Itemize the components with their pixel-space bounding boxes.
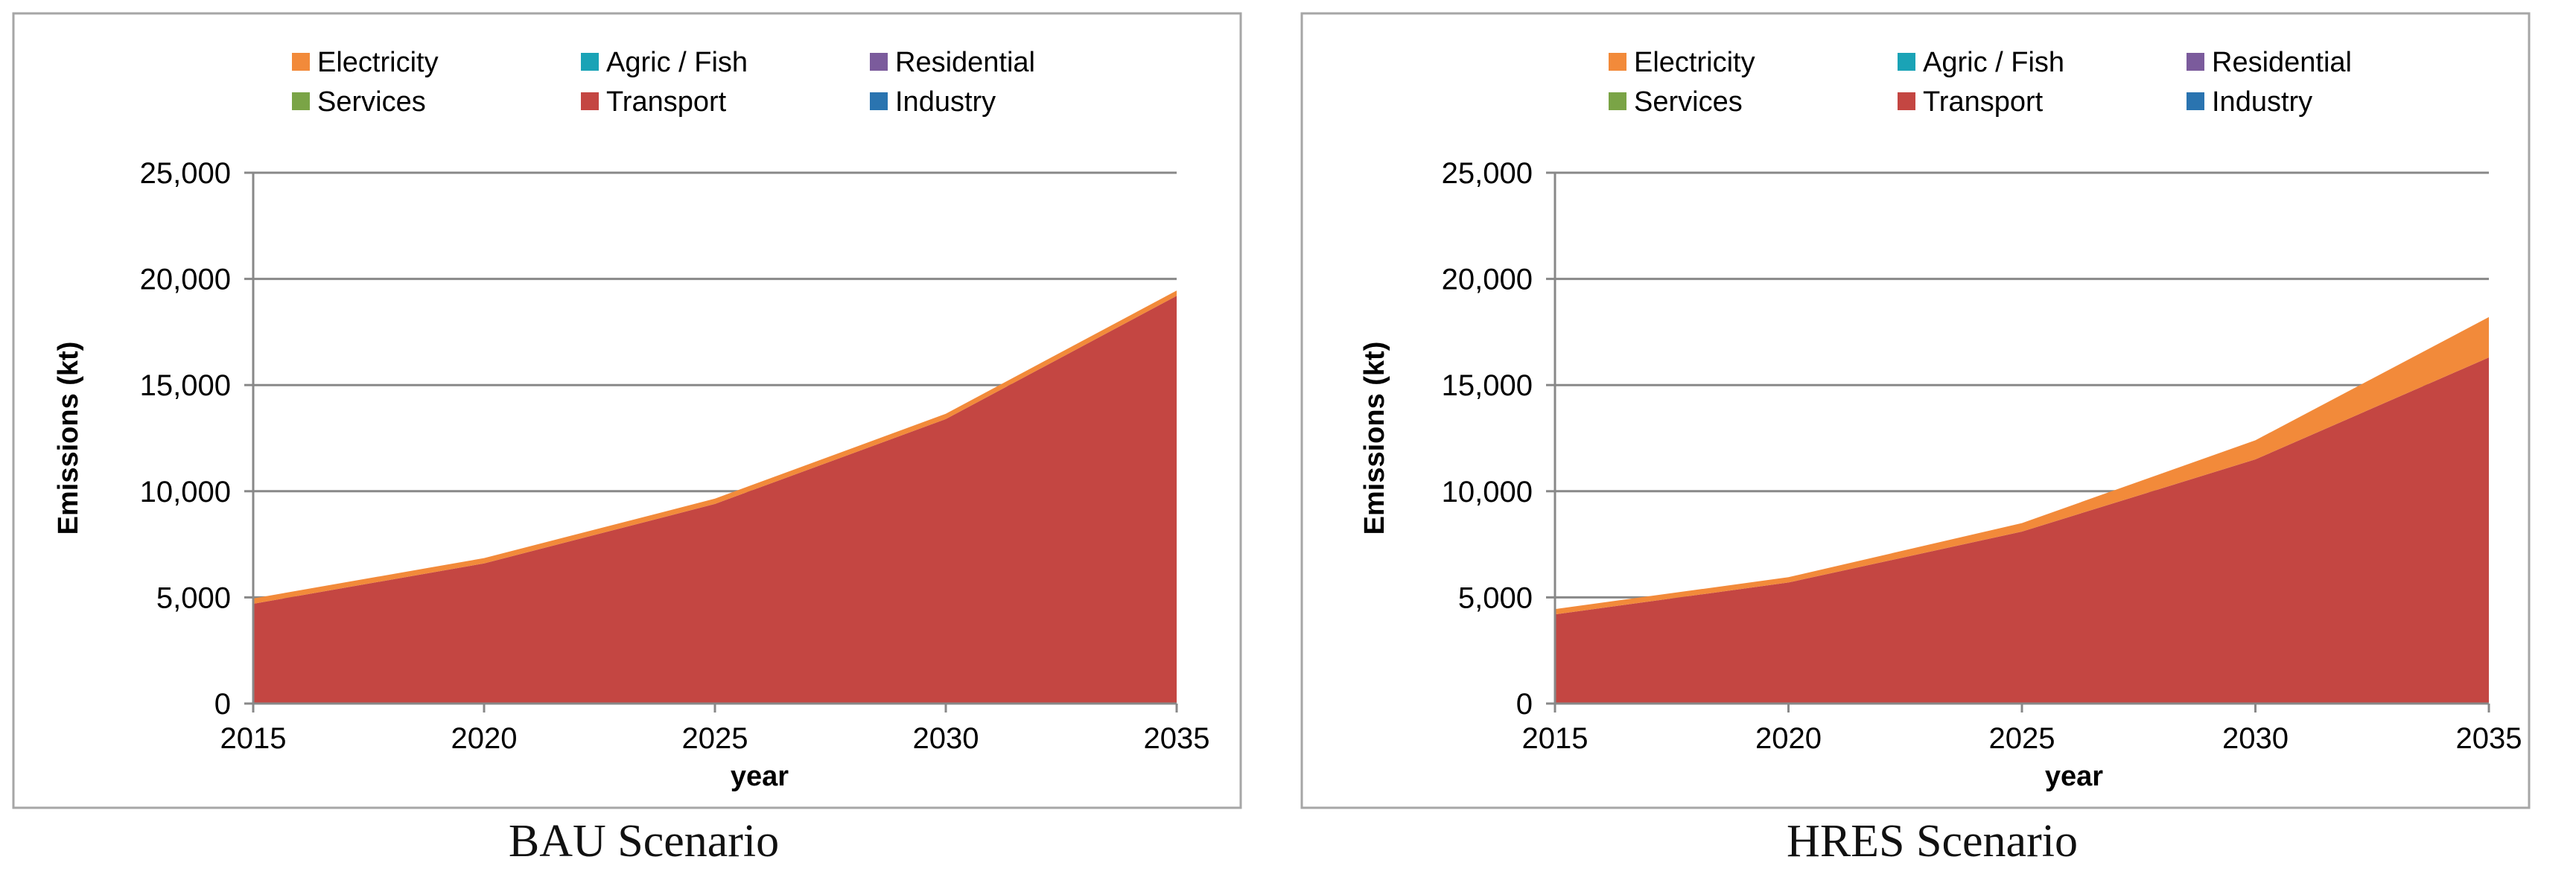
area-transport bbox=[1555, 357, 2489, 704]
legend-swatch-transport bbox=[1898, 92, 1915, 110]
y-tick-label: 10,000 bbox=[1442, 476, 1533, 508]
x-tick-label: 2025 bbox=[682, 722, 748, 755]
x-tick-label: 2020 bbox=[1755, 722, 1822, 755]
x-tick-label: 2020 bbox=[451, 722, 518, 755]
y-tick-label: 0 bbox=[214, 688, 231, 721]
y-tick-label: 25,000 bbox=[140, 157, 231, 190]
legend-swatch-residential bbox=[870, 53, 888, 71]
legend-swatch-electricity bbox=[292, 53, 310, 71]
bau-caption: BAU Scenario bbox=[508, 816, 780, 867]
hres-caption: HRES Scenario bbox=[1787, 816, 2078, 867]
y-axis-title: Emissions (kt) bbox=[1359, 342, 1390, 535]
area-transport bbox=[253, 296, 1177, 704]
legend-label-electricity: Electricity bbox=[1634, 47, 1755, 78]
x-axis-title: year bbox=[2045, 761, 2103, 792]
legend-swatch-agric-fish bbox=[1898, 53, 1915, 71]
legend-label-industry: Industry bbox=[895, 86, 996, 118]
x-tick-label: 2015 bbox=[1522, 722, 1588, 755]
y-tick-label: 15,000 bbox=[1442, 369, 1533, 402]
bau-chart: 0 5,000 10,000 15,000 20,000 25,000 2015 2020 20… bbox=[12, 12, 1242, 809]
y-tick-label: 20,000 bbox=[140, 264, 231, 296]
legend-swatch-industry bbox=[2187, 92, 2204, 110]
legend-label-services: Services bbox=[317, 86, 426, 118]
legend-label-industry: Industry bbox=[2212, 86, 2312, 118]
legend-label-transport: Transport bbox=[1923, 86, 2044, 118]
legend-label-agric-fish: Agric / Fish bbox=[1923, 47, 2064, 78]
legend-label-electricity: Electricity bbox=[317, 47, 439, 78]
x-tick-label: 2035 bbox=[2456, 722, 2522, 755]
y-tick-label: 0 bbox=[1516, 688, 1533, 721]
legend-swatch-transport bbox=[581, 92, 599, 110]
legend-swatch-industry bbox=[870, 92, 888, 110]
y-tick-label: 10,000 bbox=[140, 476, 231, 508]
legend-swatch-services bbox=[292, 92, 310, 110]
legend-label-residential: Residential bbox=[895, 47, 1035, 78]
y-tick-label: 25,000 bbox=[1442, 157, 1533, 190]
y-tick-label: 15,000 bbox=[140, 369, 231, 402]
y-tick-label: 5,000 bbox=[1458, 581, 1533, 614]
legend-swatch-agric-fish bbox=[581, 53, 599, 71]
x-tick-label: 2030 bbox=[2222, 722, 2289, 755]
legend-swatch-services bbox=[1609, 92, 1626, 110]
hres-panel: 0 5,000 10,000 15,000 20,000 25,000 2015 2020 20… bbox=[1288, 0, 2576, 880]
y-tick-label: 20,000 bbox=[1442, 264, 1533, 296]
legend-label-residential: Residential bbox=[2212, 47, 2352, 78]
legend-swatch-residential bbox=[2187, 53, 2204, 71]
legend-label-agric-fish: Agric / Fish bbox=[606, 47, 748, 78]
x-tick-label: 2025 bbox=[1989, 722, 2055, 755]
y-tick-label: 5,000 bbox=[156, 581, 231, 614]
legend-label-services: Services bbox=[1634, 86, 1743, 118]
x-tick-label: 2015 bbox=[220, 722, 287, 755]
x-axis-title: year bbox=[731, 761, 789, 792]
legend-label-transport: Transport bbox=[606, 86, 727, 118]
hres-chart: 0 5,000 10,000 15,000 20,000 25,000 2015 2020 20… bbox=[1300, 12, 2531, 809]
bau-panel: 0 5,000 10,000 15,000 20,000 25,000 2015 2020 20… bbox=[12, 12, 1242, 867]
x-tick-label: 2030 bbox=[913, 722, 979, 755]
y-axis-title: Emissions (kt) bbox=[53, 342, 84, 535]
x-tick-label: 2035 bbox=[1144, 722, 1210, 755]
legend-swatch-electricity bbox=[1609, 53, 1626, 71]
